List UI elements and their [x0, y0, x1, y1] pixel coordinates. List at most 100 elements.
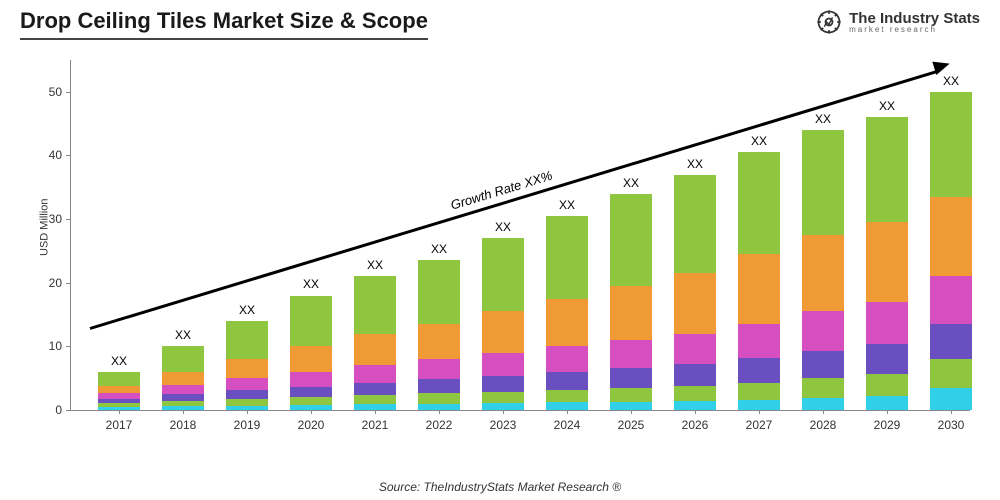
bar-segment: [738, 254, 780, 324]
bar-top-label: XX: [495, 220, 511, 234]
y-tick-label: 50: [49, 85, 62, 99]
bar-segment: [738, 383, 780, 400]
y-tick-label: 0: [55, 403, 62, 417]
bar-segment: [930, 197, 972, 277]
x-tick-label: 2021: [362, 418, 389, 432]
bar-segment: [226, 321, 268, 359]
bar-segment: [930, 276, 972, 324]
gear-icon: [815, 8, 843, 36]
bar-segment: [802, 235, 844, 311]
bar-segment: [674, 364, 716, 386]
bar-segment: [674, 401, 716, 410]
bar-segment: [482, 392, 524, 403]
bar-segment: [930, 388, 972, 410]
y-tick-label: 20: [49, 276, 62, 290]
y-tick-mark: [66, 410, 70, 411]
x-tick-mark: [247, 410, 248, 414]
chart-title: Drop Ceiling Tiles Market Size & Scope: [20, 8, 428, 40]
bar-segment: [226, 390, 268, 399]
x-tick-label: 2028: [810, 418, 837, 432]
bar-group: [930, 92, 972, 410]
bar-segment: [354, 383, 396, 395]
bar-segment: [546, 299, 588, 347]
bar-group: [866, 117, 908, 410]
x-tick-label: 2027: [746, 418, 773, 432]
y-axis-line: [70, 60, 71, 410]
bar-group: [546, 216, 588, 410]
chart-area: USD Million 010203040502017XX2018XX2019X…: [70, 60, 970, 440]
bar-segment: [290, 387, 332, 397]
bar-top-label: XX: [303, 277, 319, 291]
x-tick-mark: [375, 410, 376, 414]
bar-segment: [162, 394, 204, 401]
bar-segment: [866, 374, 908, 396]
bar-segment: [546, 216, 588, 299]
bar-segment: [354, 395, 396, 404]
x-tick-mark: [439, 410, 440, 414]
x-tick-label: 2018: [170, 418, 197, 432]
bar-segment: [738, 400, 780, 410]
bar-segment: [482, 238, 524, 311]
bar-segment: [610, 368, 652, 388]
bar-segment: [162, 385, 204, 394]
x-tick-label: 2019: [234, 418, 261, 432]
bar-top-label: XX: [431, 242, 447, 256]
bar-group: [482, 238, 524, 410]
bar-segment: [610, 402, 652, 410]
bar-segment: [226, 359, 268, 378]
x-tick-mark: [503, 410, 504, 414]
bar-group: [802, 130, 844, 410]
bar-segment: [738, 324, 780, 358]
y-tick-label: 30: [49, 212, 62, 226]
x-tick-label: 2026: [682, 418, 709, 432]
bar-segment: [290, 397, 332, 405]
x-tick-mark: [119, 410, 120, 414]
bar-group: [98, 372, 140, 410]
x-tick-mark: [887, 410, 888, 414]
y-tick-mark: [66, 346, 70, 347]
x-tick-label: 2017: [106, 418, 133, 432]
bar-top-label: XX: [175, 328, 191, 342]
bar-segment: [546, 402, 588, 410]
bar-segment: [418, 379, 460, 393]
source-caption: Source: TheIndustryStats Market Research…: [0, 480, 1000, 494]
bar-segment: [802, 378, 844, 398]
x-tick-mark: [695, 410, 696, 414]
bar-segment: [418, 393, 460, 403]
bar-segment: [226, 378, 268, 390]
bar-segment: [162, 346, 204, 372]
bar-top-label: XX: [367, 258, 383, 272]
x-tick-label: 2022: [426, 418, 453, 432]
bar-group: [226, 321, 268, 410]
bar-segment: [98, 386, 140, 393]
x-tick-mark: [183, 410, 184, 414]
bar-segment: [546, 390, 588, 403]
bar-segment: [482, 403, 524, 410]
bar-segment: [930, 359, 972, 388]
bar-segment: [674, 334, 716, 365]
logo-sub-text: market research: [849, 26, 980, 34]
bar-segment: [610, 340, 652, 368]
bar-top-label: XX: [751, 134, 767, 148]
bar-segment: [802, 398, 844, 410]
y-tick-mark: [66, 155, 70, 156]
bar-segment: [930, 92, 972, 197]
bar-group: [738, 152, 780, 410]
bar-top-label: XX: [111, 354, 127, 368]
x-tick-mark: [823, 410, 824, 414]
brand-logo: The Industry Stats market research: [815, 8, 980, 36]
bar-segment: [290, 296, 332, 347]
y-tick-label: 40: [49, 148, 62, 162]
x-tick-label: 2024: [554, 418, 581, 432]
bar-segment: [354, 365, 396, 383]
bar-segment: [482, 376, 524, 392]
bar-segment: [354, 276, 396, 333]
bar-segment: [290, 372, 332, 387]
bar-group: [674, 175, 716, 410]
bar-top-label: XX: [943, 74, 959, 88]
bar-segment: [802, 130, 844, 235]
bar-segment: [930, 324, 972, 359]
bar-top-label: XX: [623, 176, 639, 190]
bar-top-label: XX: [239, 303, 255, 317]
x-tick-label: 2025: [618, 418, 645, 432]
